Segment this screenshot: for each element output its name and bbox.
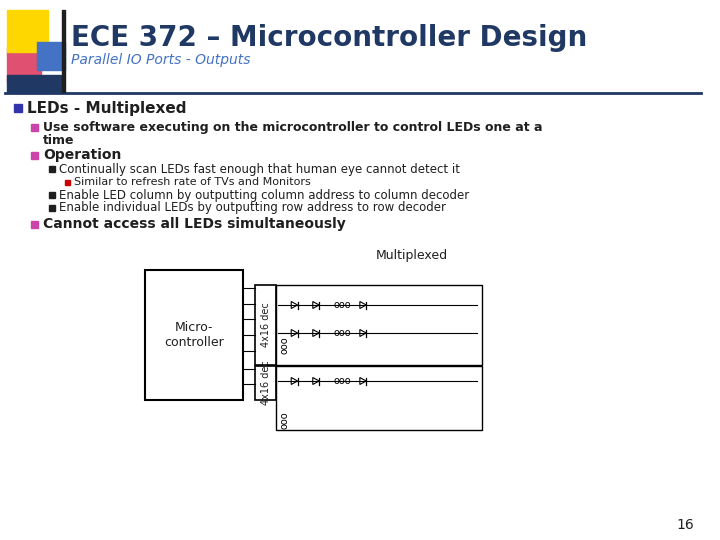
Text: 4x16 dec: 4x16 dec [261,302,271,347]
Bar [14,104,22,112]
Text: 4x16 dec: 4x16 dec [261,361,271,406]
Bar [7,47,41,82]
Text: Continually scan LEDs fast enough that human eye cannot detect it: Continually scan LEDs fast enough that h… [59,163,460,176]
Bar [65,179,70,185]
Text: Multiplexed: Multiplexed [376,249,448,262]
Text: Enable individual LEDs by outputting row address to row decoder: Enable individual LEDs by outputting row… [59,201,446,214]
Bar [7,75,60,92]
Bar [49,166,55,172]
Bar [145,270,243,400]
Text: LEDs - Multiplexed: LEDs - Multiplexed [27,100,187,116]
Text: ooo: ooo [333,328,351,338]
Bar [7,10,48,52]
Text: Micro-
controller: Micro- controller [164,321,224,349]
Bar [49,205,55,211]
Bar [32,221,38,228]
Text: ECE 372 – Microcontroller Design: ECE 372 – Microcontroller Design [71,24,587,52]
Text: 16: 16 [676,518,694,532]
Text: Similar to refresh rate of TVs and Monitors: Similar to refresh rate of TVs and Monit… [73,177,310,187]
Text: ooo: ooo [333,300,351,310]
Bar [32,152,38,159]
Text: Operation: Operation [43,148,122,162]
Bar [37,42,65,70]
Bar [32,124,38,131]
Bar [276,285,482,365]
Text: ooo: ooo [279,411,289,429]
Text: Use software executing on the microcontroller to control LEDs one at a: Use software executing on the microcontr… [43,120,543,133]
Text: Enable LED column by outputting column address to column decoder: Enable LED column by outputting column a… [59,188,469,201]
Text: Cannot access all LEDs simultaneously: Cannot access all LEDs simultaneously [43,217,346,231]
Text: ooo: ooo [333,376,351,386]
Bar [255,366,276,400]
Bar [255,285,276,365]
Bar [49,192,55,198]
Text: time: time [43,133,75,146]
Bar [276,366,482,430]
Bar [62,10,65,92]
Text: ooo: ooo [279,336,289,354]
Text: Parallel IO Ports - Outputs: Parallel IO Ports - Outputs [71,53,250,67]
